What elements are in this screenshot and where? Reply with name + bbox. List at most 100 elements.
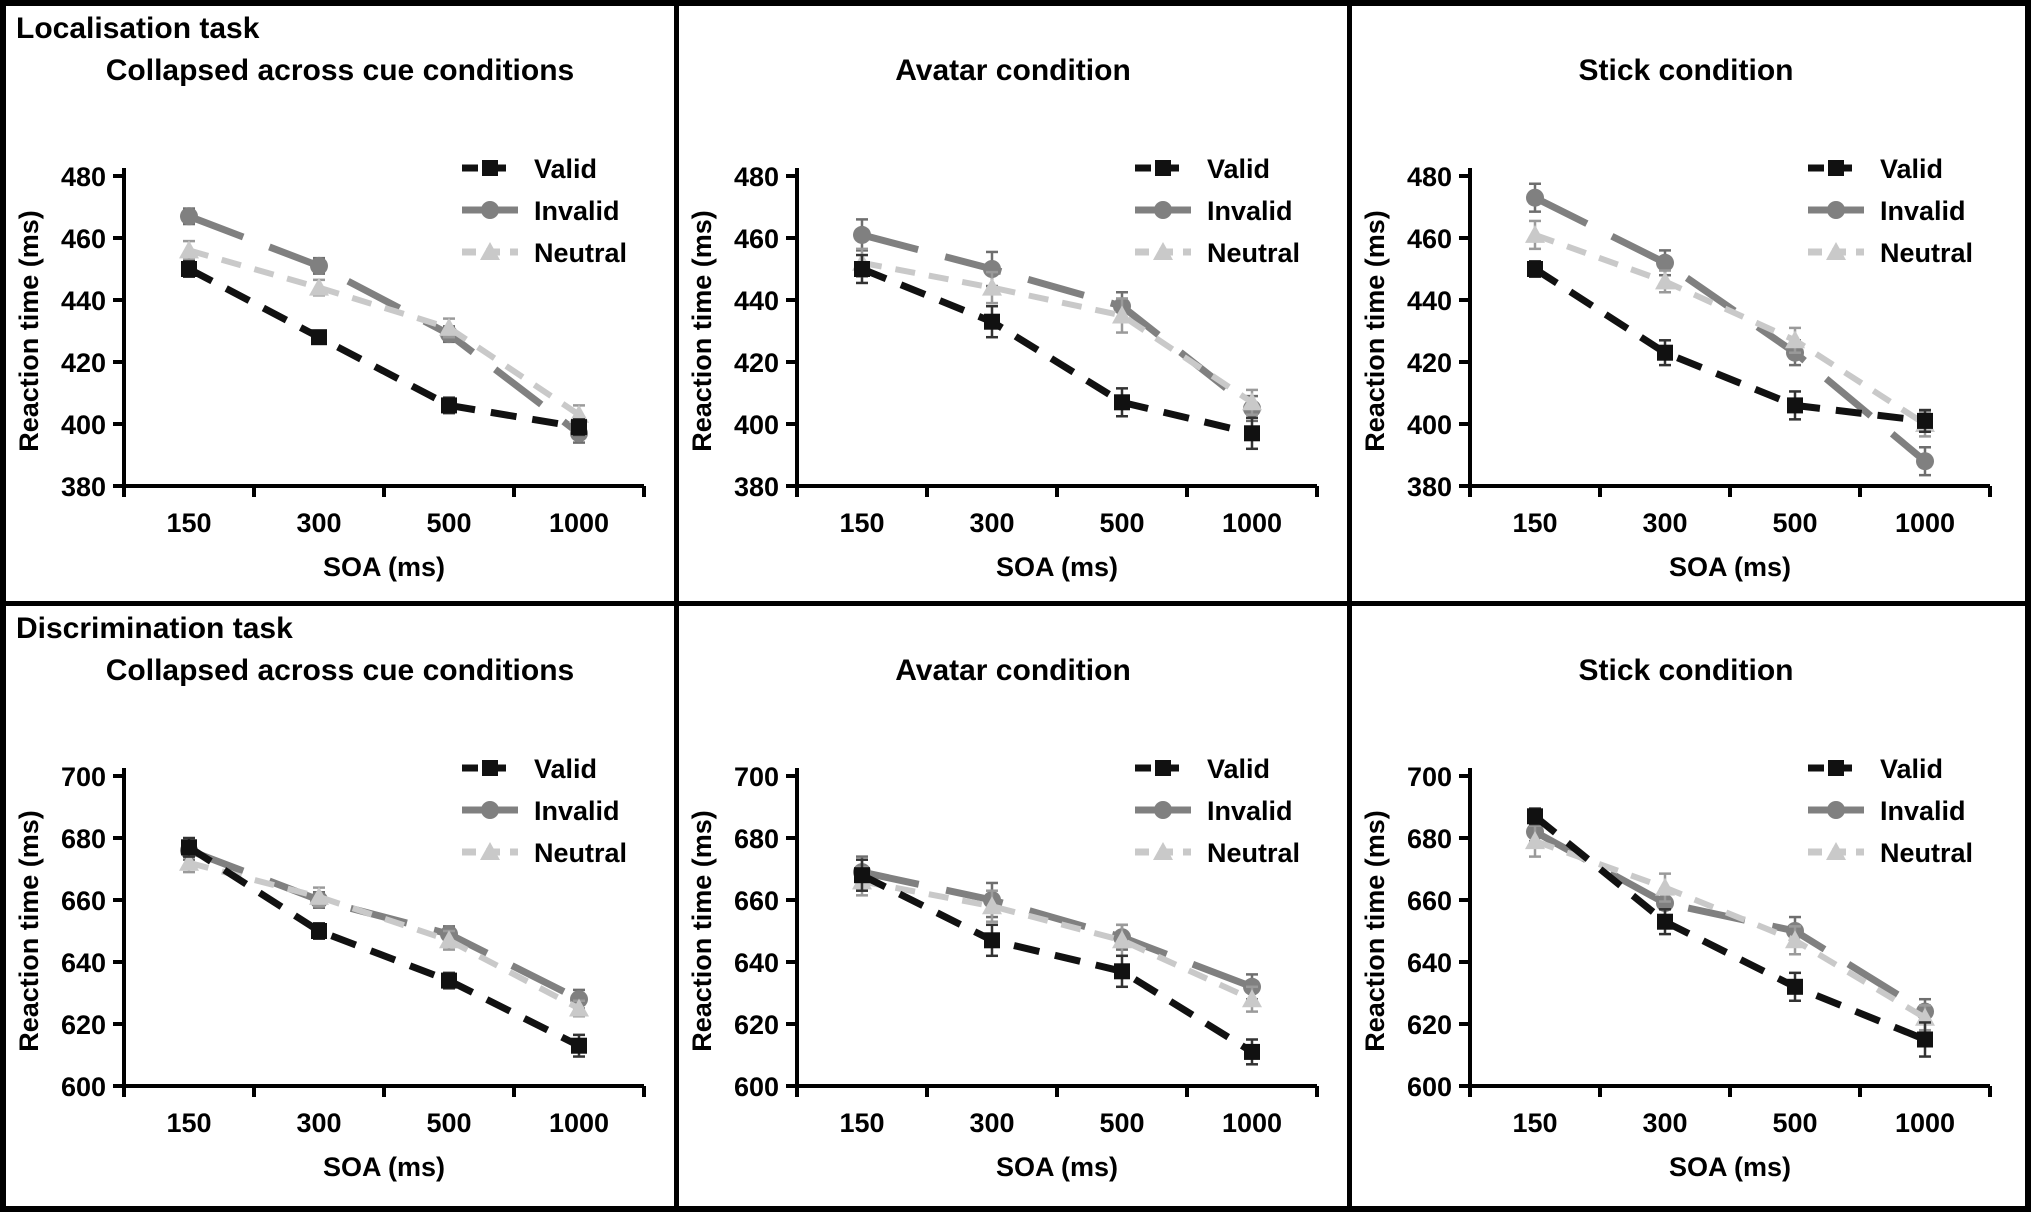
square-marker-icon [854,261,870,277]
x-tick-label: 1000 [1222,1108,1282,1138]
y-tick-label: 700 [1407,762,1452,792]
series-line [861,259,1254,405]
square-marker-icon [181,261,197,277]
legend-item-neutral: Neutral [1135,838,1300,868]
series-line [1533,838,1927,1021]
square-marker-icon [311,329,327,346]
x-tick-label: 1000 [1222,508,1282,538]
square-marker-icon [854,867,870,884]
y-axis-label: Reaction time (ms) [14,810,44,1052]
legend-item-neutral: Neutral [462,238,627,268]
panel-localisation-avatar: Avatar condition 380 400 420 440 460 480 150 30… [679,6,1352,606]
series-neutral [1525,219,1935,438]
triangle-marker-icon [480,842,500,860]
x-tick-label: 500 [426,508,471,538]
x-tick-label: 500 [1772,508,1817,538]
x-tick-label: 500 [1099,1108,1144,1138]
x-tick-label: 300 [1642,1108,1687,1138]
triangle-marker-icon [1153,842,1173,860]
y-tick-label: 400 [61,410,106,440]
x-tick-label: 150 [166,508,211,538]
y-tick-label: 420 [61,348,106,378]
circle-marker-icon [853,225,871,244]
legend-label: Valid [534,754,597,784]
y-tick-label: 640 [61,948,106,978]
x-axis-label: SOA (ms) [996,552,1118,582]
square-marker-icon [1657,913,1673,930]
legend-item-neutral: Neutral [1808,238,1973,268]
triangle-marker-icon [982,277,1002,296]
legend-label: Invalid [534,796,620,826]
tick-labels: 380 400 420 440 460 480 150 300 500 1000 [61,162,609,538]
square-marker-icon [181,839,197,856]
x-tick-label: 300 [1642,508,1687,538]
legend: Valid Invalid Neutral [462,154,627,268]
panel-title: Collapsed across cue conditions [105,654,575,687]
legend-item-valid: Valid [1135,754,1270,784]
square-marker-icon [571,419,587,436]
triangle-marker-icon [1525,831,1545,850]
series-line [187,847,581,1003]
square-marker-icon [441,972,457,989]
y-tick-label: 680 [1407,824,1452,854]
legend: Valid Invalid Neutral [1808,154,1973,268]
x-axis-label: SOA (ms) [1669,1152,1791,1182]
legend: Valid Invalid Neutral [462,754,627,868]
legend-label: Neutral [534,238,627,268]
series-line [1533,232,1927,427]
chart-localisation-avatar: 380 400 420 440 460 480 150 300 500 1000 Reaction … [687,154,1319,582]
legend: Valid Invalid Neutral [1808,754,1973,868]
square-marker-icon [1828,160,1844,176]
series-line [187,265,580,431]
series-line [860,265,1253,437]
panel-discrimination-collapsed: Discrimination task Collapsed across cue… [6,606,679,1206]
chart-discrimination-avatar: 600 620 640 660 680 700 150 300 500 1000 Reaction … [687,754,1319,1182]
legend: Valid Invalid Neutral [1135,154,1300,268]
square-marker-icon [1155,760,1171,776]
x-tick-label: 500 [1099,508,1144,538]
chart-localisation-stick: 380 400 420 440 460 480 150 300 500 1000 Reaction … [1360,154,1992,582]
panel-localisation-stick: Stick condition 380 400 420 440 460 480 150 300… [1352,6,2025,606]
series-line [1532,813,1927,1043]
x-axis-label: SOA (ms) [323,552,445,582]
circle-marker-icon [1827,801,1845,819]
series-line [1533,266,1926,425]
series-neutral [179,852,589,1018]
y-tick-label: 420 [734,348,779,378]
tick-labels: 600 620 640 660 680 700 150 300 500 1000 [61,762,609,1138]
legend-label: Invalid [1207,196,1293,226]
panel-localisation-collapsed: Localisation task Collapsed across cue c… [6,6,679,606]
square-marker-icon [441,397,457,414]
square-marker-icon [1244,425,1260,442]
y-tick-label: 460 [734,224,779,254]
triangle-marker-icon [439,317,459,336]
y-tick-label: 660 [61,886,106,916]
y-tick-label: 420 [1407,348,1452,378]
x-tick-label: 300 [969,508,1014,538]
circle-marker-icon [1526,188,1544,207]
y-tick-label: 700 [734,762,779,792]
task-label-discrimination: Discrimination task [16,612,293,645]
y-tick-label: 600 [1407,1072,1452,1102]
square-marker-icon [482,760,498,776]
tick-labels: 600 620 640 660 680 700 150 300 500 1000 [734,762,1282,1138]
triangle-marker-icon [1153,242,1173,260]
legend-item-neutral: Neutral [1135,238,1300,268]
legend-item-invalid: Invalid [1808,196,1966,226]
x-tick-label: 150 [1512,508,1557,538]
x-tick-label: 150 [839,1108,884,1138]
y-tick-label: 460 [1407,224,1452,254]
tick-labels: 380 400 420 440 460 480 150 300 500 1000 [1407,162,1955,538]
square-marker-icon [1787,978,1803,995]
series-valid [854,253,1260,451]
legend-label: Valid [1880,154,1943,184]
circle-marker-icon [481,801,499,819]
axes [113,768,646,1097]
tick-labels: 380 400 420 440 460 480 150 300 500 1000 [734,162,1282,538]
square-marker-icon [1114,963,1130,980]
triangle-marker-icon [1242,989,1262,1008]
x-tick-label: 1000 [1895,1108,1955,1138]
series-invalid [1526,821,1934,1026]
square-marker-icon [1917,1031,1933,1048]
triangle-marker-icon [439,930,459,949]
